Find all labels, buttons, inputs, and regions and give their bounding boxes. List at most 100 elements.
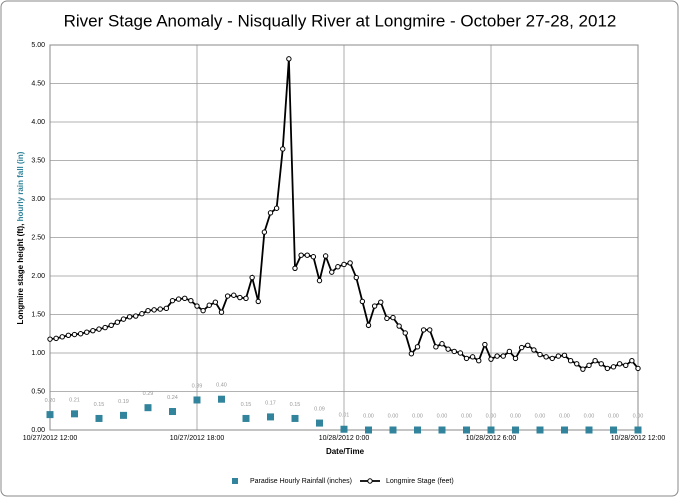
data-label: 0.17 [265,400,276,406]
stage-marker [439,341,445,347]
stage-marker [635,365,641,372]
stage-marker [555,353,562,359]
stage-marker [598,361,604,367]
stage-marker [212,299,219,305]
legend-swatch [367,478,373,484]
stage-marker [286,56,292,62]
stage-marker [463,355,470,362]
y-tick-label: 2.50 [31,234,45,241]
stage-marker [249,274,255,281]
data-label: 0.01 [339,413,350,419]
y-tick-label: 4.00 [31,119,45,126]
stage-marker [145,307,151,314]
stage-marker [310,254,317,260]
stage-marker [59,334,65,340]
stage-marker [359,298,366,305]
stage-marker [610,364,617,370]
y-tick-label: 0.50 [31,388,45,395]
stage-marker [341,261,347,268]
stage-marker [175,296,182,302]
stage-marker [139,311,145,317]
stage-marker [298,252,304,258]
stage-marker [402,330,408,336]
stage-marker [420,327,427,333]
data-label: 0.00 [412,413,423,419]
data-label: 0.29 [143,391,154,397]
rain-marker [487,426,495,434]
stage-marker [396,323,402,329]
stage-marker [525,342,531,348]
stage-marker [206,302,212,308]
stage-marker [531,347,537,353]
y-tick-label: 1.00 [31,350,45,357]
data-label: 0.00 [437,413,448,419]
data-label: 0.00 [633,413,644,419]
rain-marker [169,408,176,416]
stage-marker [457,350,464,356]
stage-marker [316,277,323,284]
x-tick-label: 10/28/2012 6:00 [466,435,517,442]
rain-marker [585,426,593,434]
stage-marker [445,346,451,352]
legend-swatch [232,478,238,484]
stage-marker [84,329,90,335]
stage-marker [433,344,439,350]
stage-marker [120,316,127,322]
stage-marker [273,205,280,211]
stage-marker [304,252,310,258]
data-label: 0.00 [461,413,472,419]
stage-marker [90,327,96,334]
data-label: 0.15 [290,402,301,408]
stage-marker [561,352,568,359]
rain-marker [316,419,323,427]
stage-marker [574,361,580,367]
y-tick-label: 0.00 [31,427,45,434]
stage-marker [151,307,157,313]
stage-marker [335,264,341,270]
stage-marker [592,358,598,364]
rain-marker [414,426,421,434]
y-axis-label: Longmire stage height (ft), hourly rain … [16,151,25,324]
x-tick-label: 10/27/2012 12:00 [23,435,78,442]
stage-marker [71,331,78,338]
data-label: 0.15 [241,402,252,408]
stage-marker [47,336,53,342]
x-tick-label: 10/28/2012 12:00 [611,435,666,442]
stage-marker [243,295,249,302]
stage-marker [390,314,396,321]
x-axis-label: Date/Time [326,447,365,456]
rain-marker [340,425,348,433]
stage-marker [96,326,102,332]
data-label: 0.21 [69,397,80,403]
stage-marker [567,358,574,364]
stage-marker [114,319,121,325]
stage-marker [537,351,543,358]
stage-marker [261,229,268,235]
data-label: 0.00 [486,413,497,419]
data-label: 0.40 [216,383,227,389]
stage-marker [414,344,421,350]
data-label: 0.39 [192,383,203,389]
rain-marker [71,410,78,418]
stage-marker [169,297,176,304]
legend-label: Paradise Hourly Rainfall (inches) [250,478,352,485]
stage-marker [408,351,415,357]
y-axis-label-part: hourly rain fall (in) [16,151,25,221]
stage-marker [77,331,84,337]
rain-marker [438,426,446,434]
rain-marker [267,413,274,421]
stage-marker [629,358,635,364]
stage-marker [623,362,629,369]
stage-marker [65,332,72,338]
stage-marker [133,313,139,319]
stage-marker [365,322,372,328]
stage-marker [488,356,494,362]
stage-marker [194,303,200,309]
y-axis-label-part: Longmire stage height (ft), [16,221,25,324]
stage-marker [126,314,133,320]
data-label: 0.00 [559,413,570,419]
rain-marker [610,426,617,434]
stage-marker [476,358,482,364]
